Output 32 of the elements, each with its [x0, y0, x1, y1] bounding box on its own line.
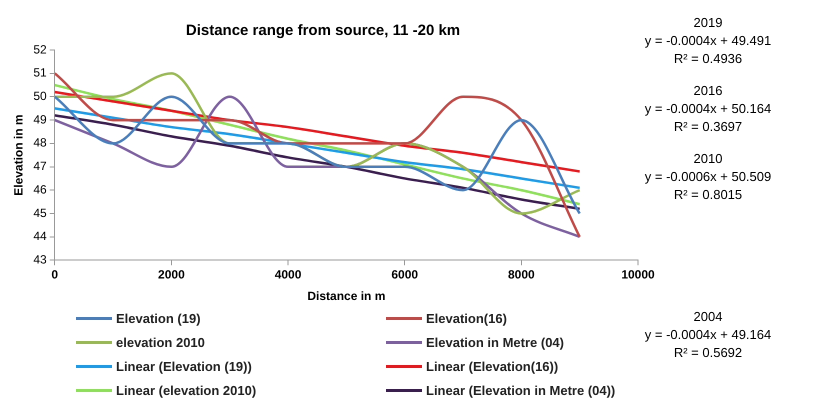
x-axis-title: Distance in m [307, 289, 386, 304]
y-tick-label: 47 [33, 159, 48, 174]
legend-label: Elevation(16) [426, 310, 507, 326]
y-tick-label: 51 [33, 66, 48, 80]
legend-label: Linear (elevation 2010) [116, 382, 256, 398]
x-tick-label: 4000 [274, 268, 302, 282]
legend-label: Linear (Elevation in Metre (04)) [426, 382, 616, 398]
y-tick-label: 50 [33, 89, 48, 104]
y-tick-label: 48 [33, 136, 48, 150]
x-tick-label: 2000 [158, 268, 186, 282]
text: 2016 y = -0.0004x + 50.164 R² = 0.3697 [644, 82, 772, 136]
y-axis-title: Elevation in m [12, 114, 26, 196]
x-tick-label: 8000 [508, 268, 536, 282]
y-tick-label: 49 [33, 112, 48, 126]
x-tick-label: 10000 [621, 268, 656, 282]
x-tick-label: 6000 [391, 268, 418, 282]
legend-label: elevation 2010 [116, 334, 205, 350]
y-tick-label: 44 [33, 229, 48, 244]
text: 2010 y = -0.0006x + 50.509 R² = 0.8015 [644, 150, 772, 204]
text: 2019 y = -0.0004x + 49.491 R² = 0.4936 [644, 14, 772, 68]
y-tick-label: 46 [33, 182, 48, 196]
x-tick-label: 0 [51, 268, 58, 282]
y-tick-label: 52 [33, 42, 48, 56]
line-series [54, 95, 581, 215]
chart-title: Distance range from source, 11 -20 km [186, 22, 460, 40]
legend-label: Linear (Elevation (19)) [116, 358, 252, 374]
legend-label: Linear (Elevation(16)) [426, 358, 558, 374]
text: 2004 y = -0.0004x + 49.164 R² = 0.5692 [644, 308, 772, 362]
legend-label: Elevation (19) [116, 310, 201, 326]
y-tick-label: 45 [33, 206, 48, 220]
y-tick-label: 43 [33, 252, 48, 267]
legend-label: Elevation in Metre (04) [426, 334, 564, 350]
